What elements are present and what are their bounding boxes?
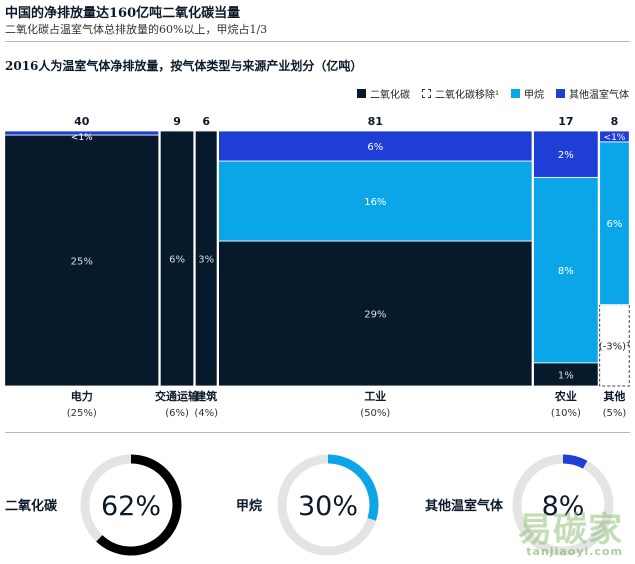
legend-label-other: 其他温室气体 bbox=[569, 90, 629, 101]
column-total-label: 6 bbox=[202, 115, 210, 128]
donut-value: 30% bbox=[298, 491, 358, 522]
legend-item-co2: 二氧化碳 bbox=[356, 86, 410, 101]
category-share-label: (6%) bbox=[165, 408, 189, 419]
segment-label-co2: 6% bbox=[169, 255, 185, 266]
donut-value: 62% bbox=[101, 491, 161, 522]
column-total-label: 40 bbox=[74, 115, 90, 128]
segment-label-co2: 29% bbox=[364, 310, 386, 321]
donut-label: 其他温室气体 bbox=[425, 498, 504, 514]
donut-value: 8% bbox=[542, 491, 585, 522]
category-label: 其他 bbox=[603, 389, 625, 403]
legend-label-methane: 甲烷 bbox=[524, 90, 544, 101]
segment-label-co2: 3% bbox=[198, 255, 214, 266]
bar-segment-other bbox=[533, 130, 599, 178]
legend-swatch-other bbox=[556, 89, 565, 98]
legend-item-other: 其他温室气体 bbox=[556, 86, 629, 101]
bar-segment-co2 bbox=[194, 130, 218, 387]
column-total-label: 17 bbox=[558, 115, 573, 128]
legend-item-methane: 甲烷 bbox=[511, 86, 544, 101]
segment-label-co2: 1% bbox=[558, 370, 574, 381]
column-total-label: 81 bbox=[368, 115, 383, 128]
legend-label-removal: 二氧化碳移除¹ bbox=[434, 90, 499, 101]
donut-arc bbox=[277, 454, 379, 556]
bar-segment-co2 bbox=[4, 134, 160, 387]
watermark: 易碳家 tanjiaoyi.com bbox=[518, 502, 623, 558]
segment-label-other: <1% bbox=[71, 133, 93, 143]
category-share-label: (5%) bbox=[603, 408, 627, 419]
bar-segment-other bbox=[599, 130, 630, 143]
page-subtitle: 二氧化碳占温室气体总排放量的60%以上，甲烷占1/3 bbox=[5, 23, 268, 36]
bar-segment-methane bbox=[533, 176, 599, 364]
segment-label-methane: 16% bbox=[364, 197, 386, 208]
marimekko-chart: 40 25% <1% 电力 (25%) 9 6% 交通运输 (6%) 6 3% 建筑 (4%) 81 29%… bbox=[4, 115, 630, 419]
legend-label-co2: 二氧化碳 bbox=[369, 90, 410, 101]
donut-label: 甲烷 bbox=[236, 498, 262, 514]
category-label: 工业 bbox=[364, 389, 386, 403]
bar-segment-co2 bbox=[218, 240, 533, 387]
legend-item-removal: 二氧化碳移除¹ bbox=[421, 86, 499, 101]
legend-swatch-co2 bbox=[356, 89, 366, 98]
bar-segment-methane bbox=[218, 160, 533, 242]
category-label: 电力 bbox=[71, 389, 93, 403]
bar-segment-removal bbox=[599, 304, 630, 387]
segment-label-co2: 25% bbox=[71, 257, 93, 268]
category-share-label: (10%) bbox=[551, 408, 581, 419]
category-label: 建筑 bbox=[195, 389, 217, 403]
legend-swatch-removal bbox=[421, 89, 431, 98]
donut-arc bbox=[80, 454, 182, 556]
section-divider bbox=[5, 432, 630, 433]
segment-label-removal: (-3%)¹ bbox=[599, 341, 630, 352]
segment-label-other: <1% bbox=[604, 133, 626, 143]
segment-label-methane: 6% bbox=[607, 219, 623, 230]
donut-label: 二氧化碳 bbox=[5, 498, 58, 514]
category-label: 农业 bbox=[554, 389, 577, 403]
watermark-text: 易碳家 bbox=[518, 510, 623, 550]
category-label: 交通运输 bbox=[155, 389, 200, 403]
header-divider bbox=[5, 41, 630, 42]
segment-label-other: 6% bbox=[367, 142, 383, 153]
watermark-site: tanjiaoyi.com bbox=[526, 545, 623, 558]
chart-title: 2016人为温室气体净排放量，按气体类型与来源产业划分（亿吨） bbox=[5, 59, 363, 73]
bar-segment-other bbox=[4, 130, 160, 136]
bar-segment-co2 bbox=[159, 130, 195, 387]
column-total-label: 8 bbox=[611, 115, 619, 128]
segment-label-methane: 8% bbox=[558, 266, 574, 277]
bar-segment-other bbox=[218, 130, 533, 162]
page-title: 中国的净排放量达160亿吨二氧化碳当量 bbox=[5, 6, 241, 21]
segment-label-other: 2% bbox=[558, 150, 574, 161]
category-share-label: (50%) bbox=[360, 408, 390, 419]
category-share-label: (4%) bbox=[194, 408, 218, 419]
column-total-label: 9 bbox=[173, 115, 181, 128]
donut-arc bbox=[512, 454, 614, 556]
chart-legend: 二氧化碳 二氧化碳移除¹ 甲烷 其他温室气体 bbox=[356, 86, 629, 101]
legend-swatch-methane bbox=[511, 89, 520, 98]
category-share-label: (25%) bbox=[67, 408, 97, 419]
